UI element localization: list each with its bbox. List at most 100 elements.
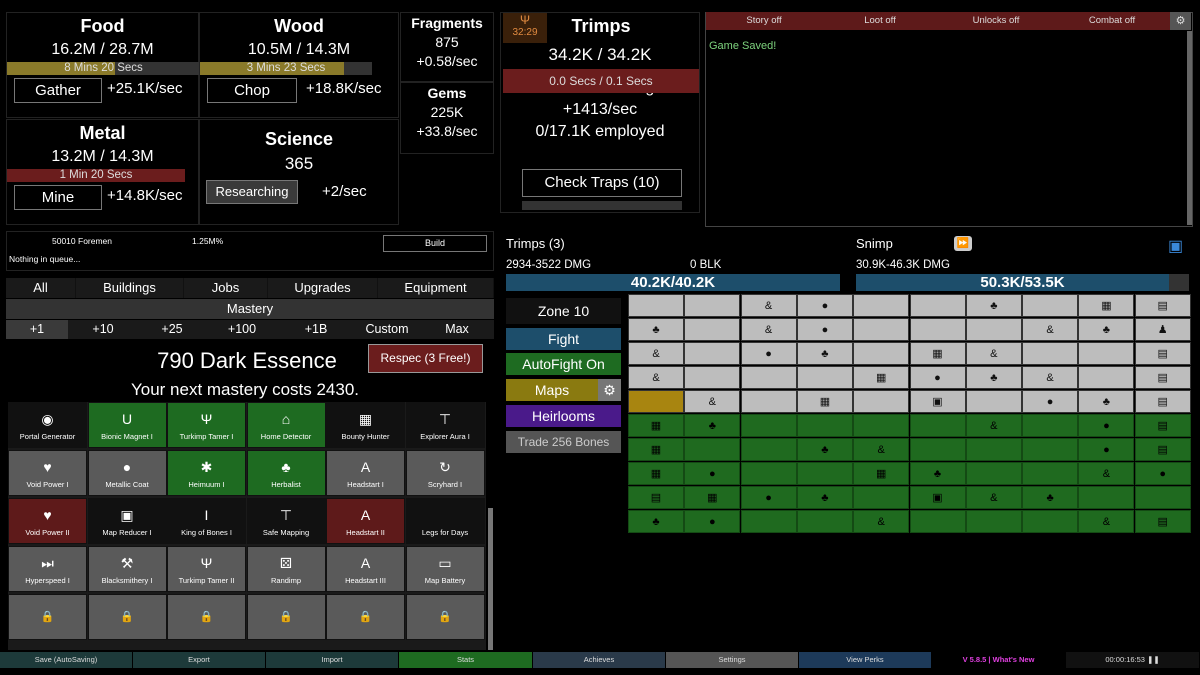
achieves-button[interactable]: Achieves [533,652,666,668]
talent-cell[interactable]: ♥ Void Power II [8,498,87,544]
talent-cell[interactable]: ⌂ Home Detector [246,402,326,448]
talent-cell[interactable]: Ψ Turkimp Tamer II [167,546,246,592]
amount-10[interactable]: +10 [68,320,138,339]
talent-cell[interactable]: Ψ Turkimp Tamer I [167,402,246,448]
talent-cell[interactable]: ↻ Scryhard I [405,450,485,496]
export-button[interactable]: Export [133,652,266,668]
talent-label: Void Power I [26,480,69,489]
fight-button[interactable]: Fight [506,328,621,350]
talent-cell[interactable]: ⚒ Blacksmithery I [87,546,167,592]
world-cell [853,486,910,509]
dark-essence: 790 Dark Essence [157,348,337,373]
talent-cell[interactable]: ◉ Portal Generator [8,402,87,448]
tab-buildings[interactable]: Buildings [76,278,184,298]
talent-cell[interactable]: ⊤ Safe Mapping [246,498,326,544]
talent-cell[interactable]: 🔒 [167,594,246,640]
talent-cell[interactable]: 🔒 [246,594,326,640]
world-cell: ▤ [1134,438,1191,461]
autofight-button[interactable]: AutoFight On [506,353,621,375]
log-scrollbar[interactable] [1187,31,1192,225]
talent-cell[interactable]: ♣ Herbalist [246,450,326,496]
talent-cell[interactable]: ⊤ Explorer Aura I [405,402,485,448]
tab-mastery[interactable]: Mastery [6,299,494,319]
story-filter-tab[interactable]: Story off [706,12,822,30]
amount-1[interactable]: +1 [6,320,68,339]
mine-button[interactable]: Mine [14,185,102,210]
world-cell: ▦ [628,414,684,437]
talent-cell[interactable]: A Headstart I [326,450,405,496]
world-cell: ▤ [1134,510,1191,533]
talent-cell[interactable]: 🔒 [8,594,87,640]
amount-25[interactable]: +25 [138,320,206,339]
tab-all[interactable]: All [6,278,76,298]
world-cell: ♣ [796,486,853,509]
save-button[interactable]: Save (AutoSaving) [0,652,133,668]
talent-cell[interactable]: I King of Bones I [167,498,246,544]
tab-upgrades[interactable]: Upgrades [268,278,378,298]
talent-cell[interactable]: Legs for Days [405,498,485,544]
talent-cell[interactable]: ♥ Void Power I [8,450,87,496]
talent-cell[interactable]: ▦ Bounty Hunter [326,402,405,448]
talent-cell[interactable]: ⏭ Hyperspeed I [8,546,87,592]
amount-custom[interactable]: Custom [354,320,420,339]
talent-cell[interactable]: ✱ Heimuum I [167,450,246,496]
world-cell [909,438,966,461]
check-traps-button[interactable]: Check Traps (10) [522,169,682,197]
mastery-scrollbar[interactable] [488,508,493,650]
talent-cell[interactable]: ⚄ Randimp [246,546,326,592]
signpost-icon: ⊤ [438,411,452,427]
talent-label: Hyperspeed I [25,576,70,585]
talent-cell[interactable]: ● Metallic Coat [87,450,167,496]
talent-cell[interactable]: ▣ Map Reducer I [87,498,167,544]
stats-button[interactable]: Stats [399,652,533,668]
world-cell: ▦ [853,366,910,389]
unlocks-filter-tab[interactable]: Unlocks off [938,12,1054,30]
version-link[interactable]: V 5.8.5 | What's New [932,652,1066,668]
talent-cell[interactable]: 🔒 [87,594,167,640]
talent-cell[interactable]: 🔒 [405,594,485,640]
magnet-icon: U [121,411,133,427]
play-time-value: 00:00:16:53 [1105,655,1145,664]
fragments-panel: Fragments 875 +0.58/sec [400,12,494,82]
gems-panel: Gems 225K +33.8/sec [400,82,494,154]
heirlooms-button[interactable]: Heirlooms [506,405,621,427]
world-cell: ▤ [1134,390,1191,413]
researching-button[interactable]: Researching [206,180,298,204]
gather-button[interactable]: Gather [14,78,102,103]
maps-button[interactable]: Maps [506,379,598,401]
talent-label: Randimp [270,576,301,585]
gear-icon[interactable]: ⚙ [1170,12,1191,30]
gift-icon[interactable]: ▣ [1168,238,1184,255]
trade-bones-button[interactable]: Trade 256 Bones [506,431,621,453]
amount-max[interactable]: Max [420,320,494,339]
combat-filter-tab[interactable]: Combat off [1054,12,1170,30]
world-cell: ▦ [853,462,910,485]
talent-cell[interactable]: A Headstart III [326,546,405,592]
talent-label: Headstart I [347,480,384,489]
build-button[interactable]: Build [383,235,487,252]
world-cell: & [740,294,797,317]
fast-forward-icon[interactable]: ⏩ [954,236,972,251]
tab-equipment[interactable]: Equipment [378,278,494,298]
talent-cell[interactable]: A Headstart II [326,498,405,544]
talent-label: Portal Generator [19,432,76,441]
tab-jobs[interactable]: Jobs [184,278,268,298]
import-button[interactable]: Import [266,652,399,668]
amount-100[interactable]: +100 [206,320,278,339]
pause-icon[interactable]: ❚❚ [1147,655,1160,664]
loot-filter-tab[interactable]: Loot off [822,12,938,30]
breed-bar-text: 0.0 Secs / 0.1 Secs [549,74,653,88]
talent-cell[interactable]: ▭ Map Battery [405,546,485,592]
world-cell: ▤ [1134,414,1191,437]
talent-cell[interactable]: U Bionic Magnet I [87,402,167,448]
settings-button[interactable]: Settings [666,652,799,668]
amount-1b[interactable]: +1B [278,320,354,339]
gear-icon[interactable]: ⚙ [598,379,621,401]
chop-button[interactable]: Chop [207,78,297,103]
world-cell: ▤ [1134,342,1191,365]
view-perks-button[interactable]: View Perks [799,652,932,668]
talent-cell[interactable]: 🔒 [326,594,405,640]
respec-button[interactable]: Respec (3 Free!) [368,344,483,373]
world-cell [965,462,1022,485]
talent-label: Safe Mapping [262,528,310,537]
